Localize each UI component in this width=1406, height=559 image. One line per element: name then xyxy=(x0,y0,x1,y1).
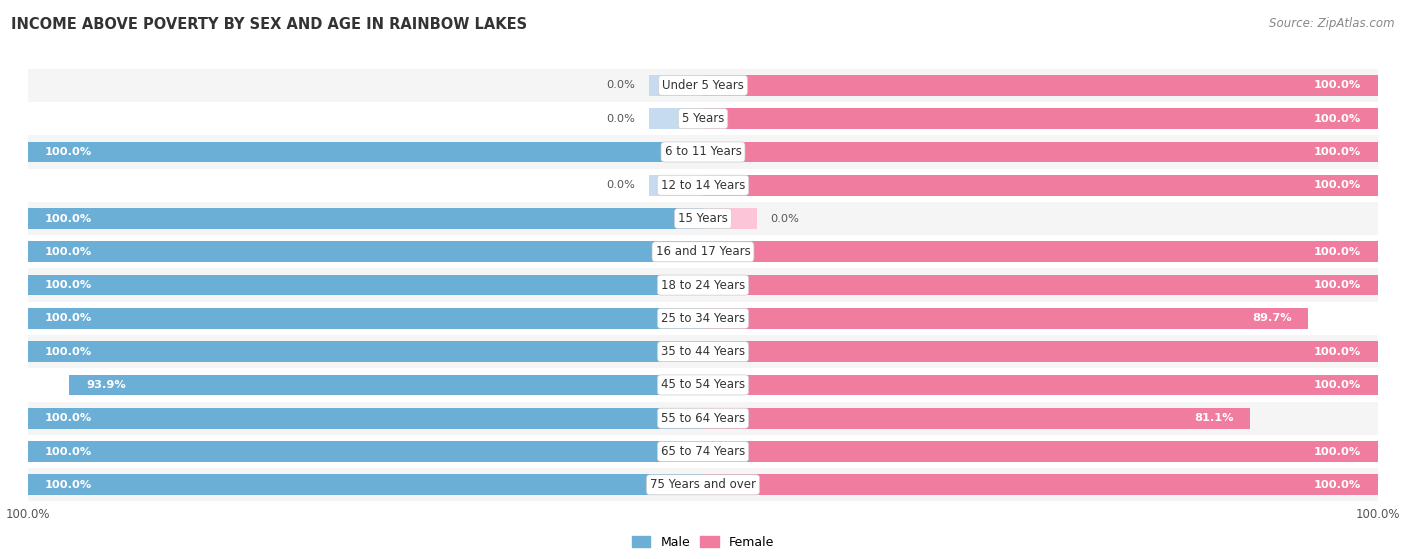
Text: INCOME ABOVE POVERTY BY SEX AND AGE IN RAINBOW LAKES: INCOME ABOVE POVERTY BY SEX AND AGE IN R… xyxy=(11,17,527,32)
Text: 100.0%: 100.0% xyxy=(45,247,93,257)
Bar xyxy=(703,375,1378,395)
Bar xyxy=(28,202,1378,235)
Text: 93.9%: 93.9% xyxy=(86,380,127,390)
Text: 100.0%: 100.0% xyxy=(1313,480,1361,490)
Text: 16 and 17 Years: 16 and 17 Years xyxy=(655,245,751,258)
Bar xyxy=(28,268,1378,302)
Bar xyxy=(650,75,703,96)
Text: 6 to 11 Years: 6 to 11 Years xyxy=(665,145,741,158)
Text: Under 5 Years: Under 5 Years xyxy=(662,79,744,92)
Bar xyxy=(28,475,703,495)
Bar xyxy=(28,342,703,362)
Bar xyxy=(28,435,1378,468)
Bar xyxy=(28,241,703,262)
Bar xyxy=(28,275,703,295)
Bar xyxy=(28,302,1378,335)
Text: 100.0%: 100.0% xyxy=(1313,80,1361,91)
Text: 100.0%: 100.0% xyxy=(1313,147,1361,157)
Bar xyxy=(703,342,1378,362)
Bar xyxy=(703,308,1309,329)
Text: 100.0%: 100.0% xyxy=(45,480,93,490)
Bar xyxy=(28,308,703,329)
Text: Source: ZipAtlas.com: Source: ZipAtlas.com xyxy=(1270,17,1395,30)
Bar xyxy=(28,368,1378,401)
Text: 35 to 44 Years: 35 to 44 Years xyxy=(661,345,745,358)
Text: 89.7%: 89.7% xyxy=(1251,314,1292,323)
Text: 100.0%: 100.0% xyxy=(1313,247,1361,257)
Text: 100.0%: 100.0% xyxy=(1313,280,1361,290)
Text: 18 to 24 Years: 18 to 24 Years xyxy=(661,278,745,292)
Bar xyxy=(28,408,703,429)
Text: 0.0%: 0.0% xyxy=(606,180,636,190)
Text: 100.0%: 100.0% xyxy=(1313,180,1361,190)
Text: 81.1%: 81.1% xyxy=(1194,413,1233,423)
Text: 100.0%: 100.0% xyxy=(45,147,93,157)
Bar xyxy=(28,102,1378,135)
Text: 25 to 34 Years: 25 to 34 Years xyxy=(661,312,745,325)
Text: 0.0%: 0.0% xyxy=(606,80,636,91)
Bar xyxy=(28,69,1378,102)
Text: 100.0%: 100.0% xyxy=(1313,347,1361,357)
Bar xyxy=(28,135,1378,169)
Bar xyxy=(28,141,703,162)
Bar xyxy=(703,108,1378,129)
Bar xyxy=(703,241,1378,262)
Text: 100.0%: 100.0% xyxy=(1313,447,1361,457)
Bar xyxy=(703,75,1378,96)
Text: 100.0%: 100.0% xyxy=(1313,113,1361,124)
Bar xyxy=(703,141,1378,162)
Bar xyxy=(28,468,1378,501)
Text: 15 Years: 15 Years xyxy=(678,212,728,225)
Bar xyxy=(703,475,1378,495)
Text: 100.0%: 100.0% xyxy=(45,413,93,423)
Text: 45 to 54 Years: 45 to 54 Years xyxy=(661,378,745,391)
Text: 100.0%: 100.0% xyxy=(45,314,93,323)
Bar xyxy=(28,169,1378,202)
Bar xyxy=(703,208,756,229)
Bar xyxy=(28,441,703,462)
Text: 100.0%: 100.0% xyxy=(45,347,93,357)
Bar xyxy=(703,275,1378,295)
Text: 5 Years: 5 Years xyxy=(682,112,724,125)
Bar xyxy=(28,401,1378,435)
Bar xyxy=(28,208,703,229)
Text: 12 to 14 Years: 12 to 14 Years xyxy=(661,179,745,192)
Text: 100.0%: 100.0% xyxy=(45,214,93,224)
Bar xyxy=(28,235,1378,268)
Text: 100.0%: 100.0% xyxy=(1313,380,1361,390)
Legend: Male, Female: Male, Female xyxy=(627,530,779,553)
Bar xyxy=(703,441,1378,462)
Text: 0.0%: 0.0% xyxy=(606,113,636,124)
Bar xyxy=(703,175,1378,196)
Text: 0.0%: 0.0% xyxy=(770,214,800,224)
Bar xyxy=(69,375,703,395)
Bar xyxy=(28,335,1378,368)
Text: 55 to 64 Years: 55 to 64 Years xyxy=(661,412,745,425)
Bar xyxy=(650,175,703,196)
Text: 100.0%: 100.0% xyxy=(45,280,93,290)
Bar xyxy=(703,408,1250,429)
Bar xyxy=(650,108,703,129)
Text: 100.0%: 100.0% xyxy=(45,447,93,457)
Text: 75 Years and over: 75 Years and over xyxy=(650,479,756,491)
Text: 65 to 74 Years: 65 to 74 Years xyxy=(661,445,745,458)
